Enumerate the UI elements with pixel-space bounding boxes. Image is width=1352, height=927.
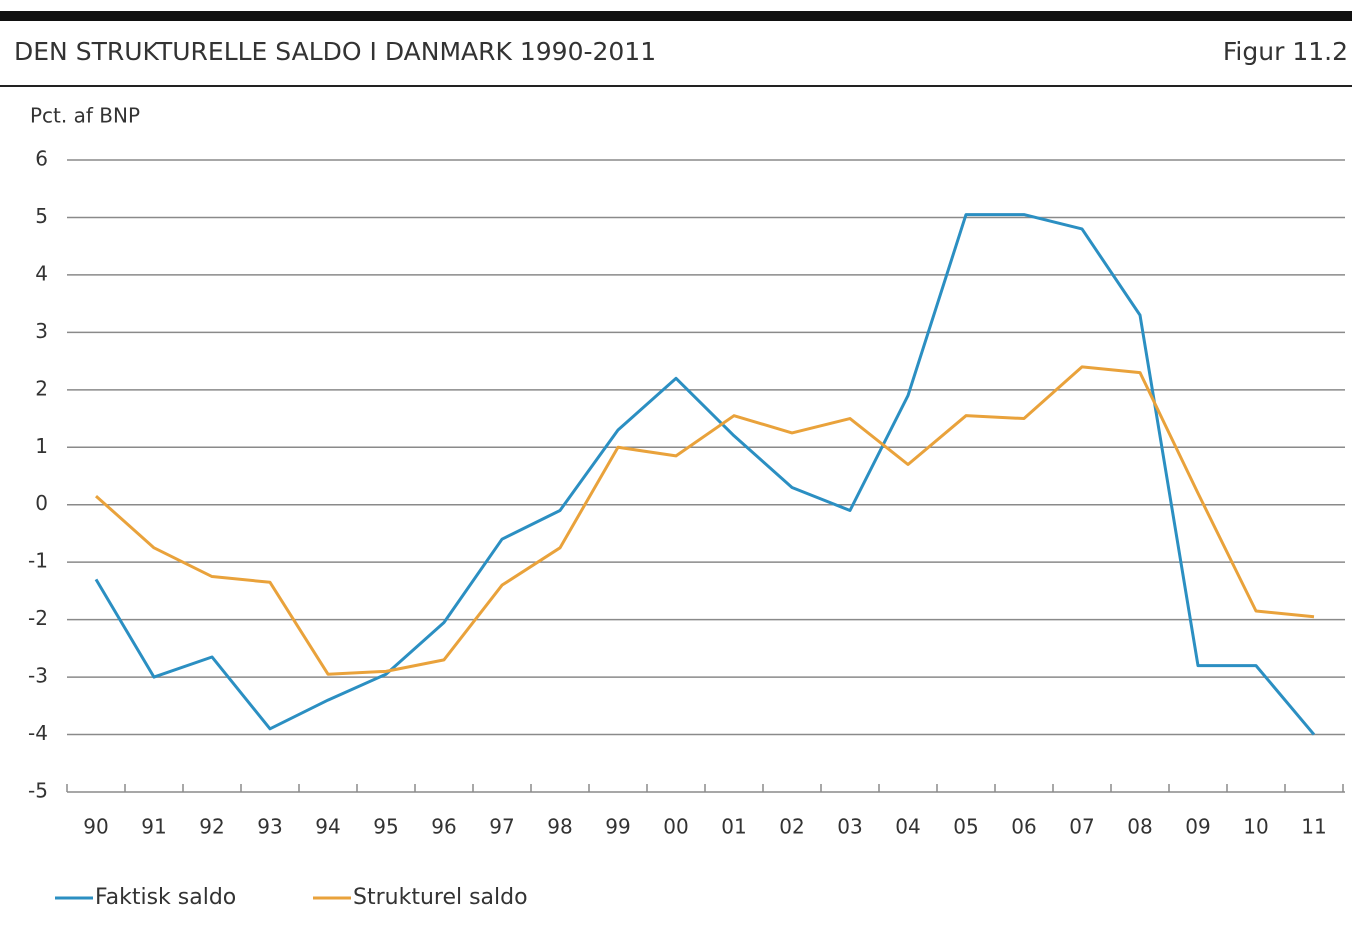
y-tick-label: -2 [28,606,48,630]
x-tick-label: 06 [1011,815,1036,839]
data-line [94,213,1316,736]
x-tick-label: 08 [1127,815,1152,839]
x-tick-label: 11 [1301,815,1326,839]
x-tick-label: 96 [431,815,456,839]
x-tick-label: 90 [83,815,108,839]
y-tick-label: 1 [35,434,48,458]
x-tick-label: 93 [257,815,282,839]
y-tick-label: -1 [28,549,48,573]
x-tick-label: 04 [895,815,920,839]
y-tick-label: 2 [35,376,48,400]
y-axis-label: Pct. af BNP [30,104,140,128]
chart-title: DEN STRUKTURELLE SALDO I DANMARK 1990-20… [14,37,656,66]
x-tick-label: 92 [199,815,224,839]
legend-label: Strukturel saldo [353,885,528,910]
x-tick-label: 05 [953,815,978,839]
x-tick-label: 02 [779,815,804,839]
y-tick-label: -4 [28,721,48,745]
x-tick-label: 95 [373,815,398,839]
y-tick-label: 3 [35,319,48,343]
y-tick-label: -3 [28,664,48,688]
header-bar [0,11,1352,21]
y-tick-label: 6 [35,147,48,171]
figure-label: Figur 11.2 [1223,37,1348,66]
x-tick-label: 01 [721,815,746,839]
data-line [95,365,1315,676]
x-tick-label: 97 [489,815,514,839]
x-tick-label: 00 [663,815,688,839]
x-tick-label: 98 [547,815,572,839]
y-tick-label: 4 [35,261,48,285]
y-tick-label: -5 [28,779,48,803]
x-tick-label: 03 [837,815,862,839]
x-tick-label: 09 [1185,815,1210,839]
x-tick-label: 91 [141,815,166,839]
legend-label: Faktisk saldo [95,885,236,910]
x-tick-label: 99 [605,815,630,839]
y-tick-label: 0 [35,491,48,515]
x-tick-label: 10 [1243,815,1268,839]
y-tick-label: 5 [35,204,48,228]
x-tick-label: 07 [1069,815,1094,839]
x-tick-label: 94 [315,815,340,839]
